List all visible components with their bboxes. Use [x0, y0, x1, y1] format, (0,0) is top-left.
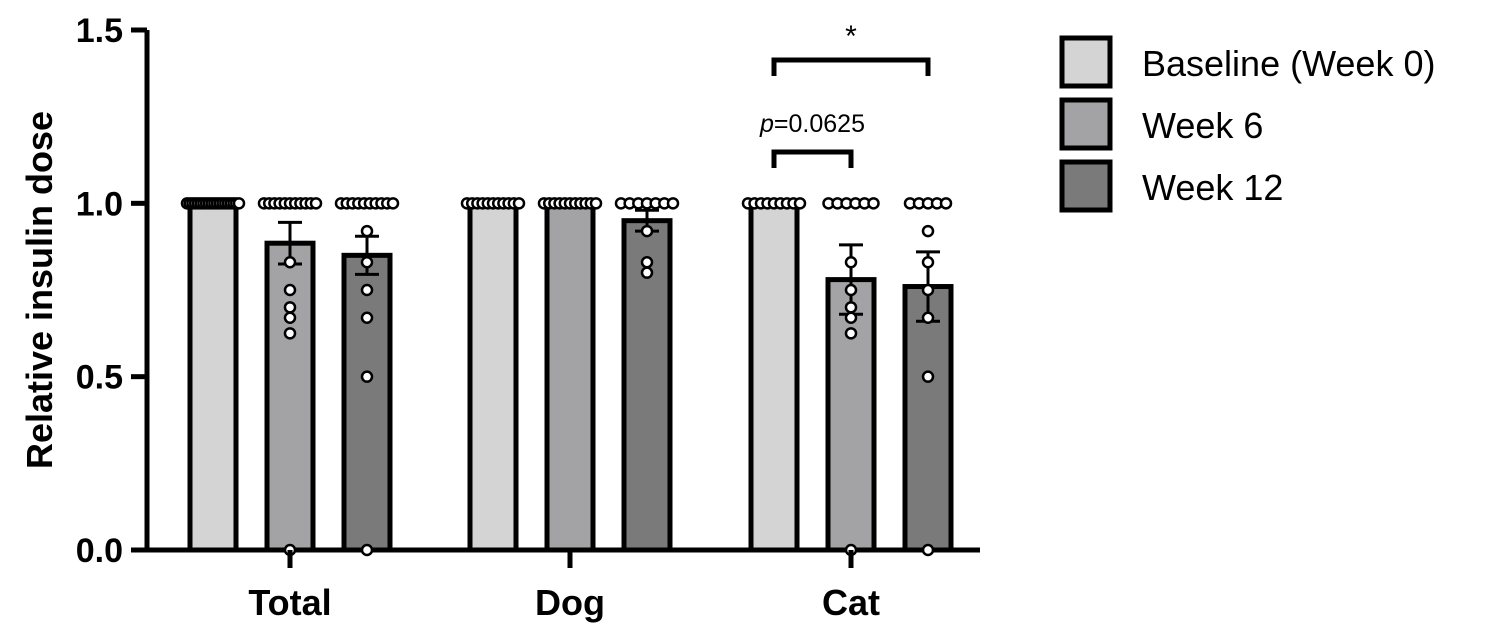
legend-swatch-1	[1059, 97, 1113, 151]
data-point	[921, 283, 935, 297]
data-point	[360, 543, 374, 557]
legend-swatch-2	[1059, 159, 1113, 213]
data-point	[360, 283, 374, 297]
data-point	[360, 311, 374, 324]
bar-total-0	[187, 200, 239, 553]
data-point	[844, 301, 858, 314]
bar-dog-1	[544, 200, 596, 553]
significance-star: *	[845, 20, 857, 53]
bar-dog-0	[467, 200, 519, 553]
data-point	[640, 266, 654, 279]
legend-swatch-0	[1059, 35, 1113, 89]
x-tick-label-dog: Dog	[535, 582, 605, 623]
data-point	[921, 311, 935, 324]
data-point	[939, 197, 953, 210]
data-point	[309, 197, 323, 210]
bar-total-2	[341, 252, 393, 553]
data-point	[844, 256, 858, 269]
data-point	[844, 283, 858, 297]
data-point	[844, 327, 858, 340]
data-point	[283, 301, 297, 314]
legend-label-1: Week 6	[1142, 105, 1263, 146]
data-point	[844, 311, 858, 324]
plot-area: 0.0 0.5 1.0 1.5 Total Dog Cat p=0.0625 *	[76, 12, 980, 623]
data-point	[283, 327, 297, 340]
data-point	[283, 311, 297, 324]
legend-label-2: Week 12	[1142, 167, 1283, 208]
data-point	[360, 256, 374, 269]
data-point	[640, 224, 654, 238]
data-point	[867, 197, 880, 210]
data-point	[921, 256, 935, 269]
p-value-label: p=0.0625	[759, 110, 865, 138]
legend: Baseline (Week 0) Week 6 Week 12	[1059, 35, 1435, 213]
data-point	[360, 224, 374, 238]
y-tick-label-0: 0.0	[76, 532, 123, 570]
bar-cat-0	[748, 200, 800, 553]
data-point	[921, 370, 935, 383]
y-tick-label-2: 1.0	[76, 185, 123, 223]
y-axis-label: Relative insulin dose	[19, 111, 60, 469]
data-point	[360, 370, 374, 383]
data-point	[793, 197, 807, 210]
data-point	[666, 197, 680, 210]
data-point	[232, 197, 246, 210]
data-point	[283, 256, 297, 269]
y-tick-label-3: 1.5	[76, 12, 123, 50]
data-point	[589, 197, 603, 210]
legend-label-0: Baseline (Week 0)	[1142, 43, 1435, 84]
data-point	[512, 197, 526, 210]
x-tick-label-total: Total	[248, 582, 331, 623]
data-point	[386, 197, 400, 210]
data-point	[640, 256, 654, 269]
y-tick-label-1: 0.5	[76, 359, 123, 397]
data-point	[921, 224, 935, 238]
significance-bracket-1	[771, 57, 931, 76]
bar-cat-2	[902, 284, 954, 553]
bar-cat-1	[825, 277, 877, 553]
data-point	[283, 283, 297, 297]
data-point	[921, 543, 935, 557]
significance-bracket-0	[771, 149, 854, 168]
x-tick-label-cat: Cat	[822, 582, 880, 623]
